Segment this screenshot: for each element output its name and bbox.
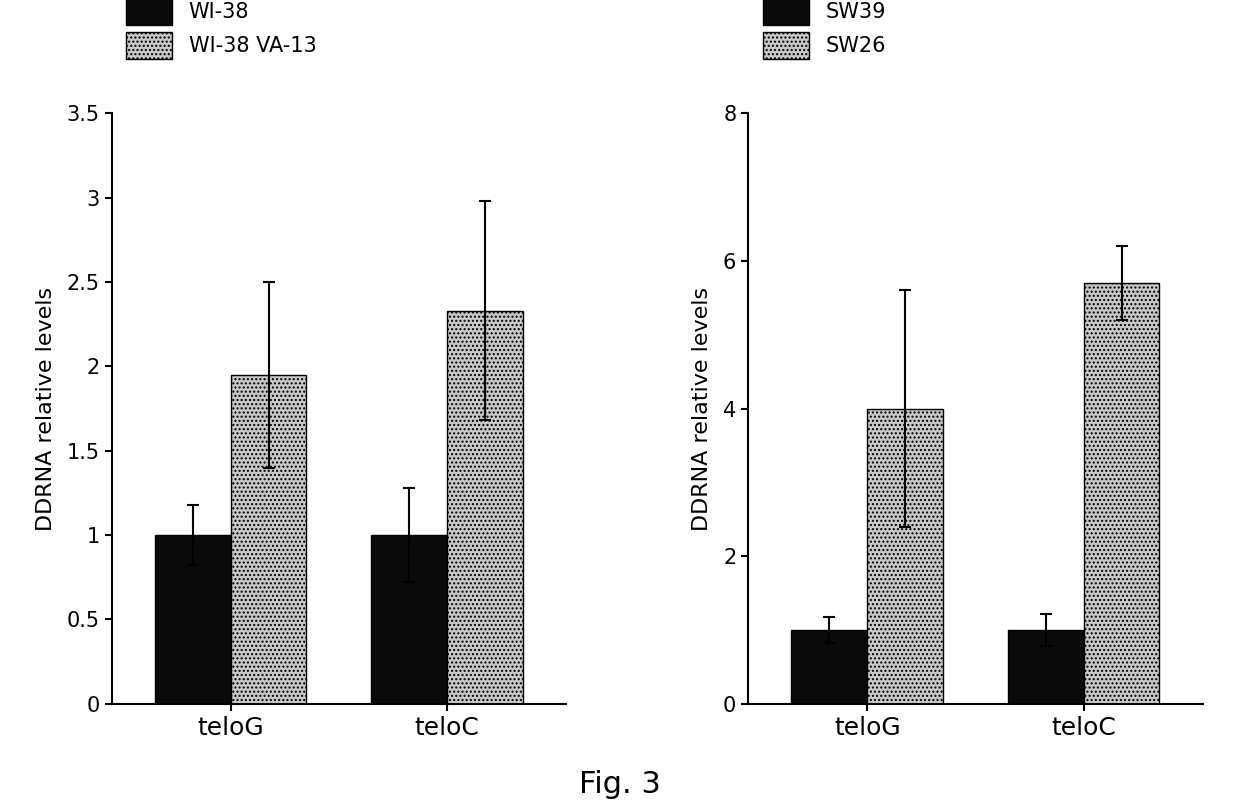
Bar: [791, 630, 867, 704]
Bar: [231, 375, 306, 704]
Text: Fig. 3: Fig. 3: [579, 770, 661, 799]
Bar: [1008, 630, 1084, 704]
Bar: [867, 409, 942, 704]
Legend: SW39, SW26: SW39, SW26: [759, 0, 890, 63]
Bar: [155, 535, 231, 704]
Bar: [448, 311, 523, 704]
Y-axis label: DDRNA relative levels: DDRNA relative levels: [36, 286, 56, 531]
Legend: WI-38, WI-38 VA-13: WI-38, WI-38 VA-13: [122, 0, 321, 63]
Bar: [1084, 283, 1159, 704]
Bar: [372, 535, 448, 704]
Y-axis label: DDRNA relative levels: DDRNA relative levels: [692, 286, 712, 531]
